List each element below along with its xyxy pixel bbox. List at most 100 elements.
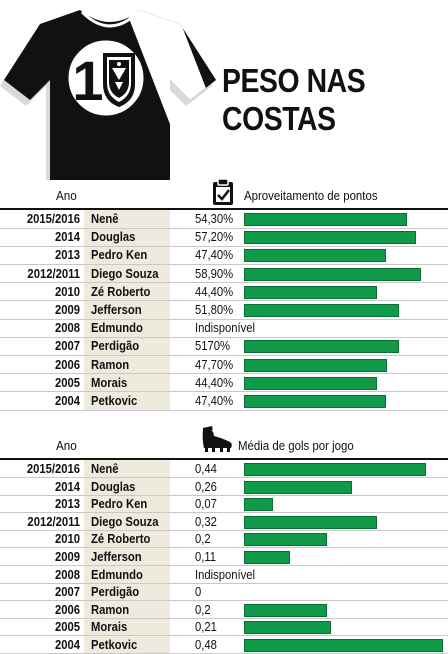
table-row: 2009 Jefferson 51,80% (0, 301, 448, 320)
year-column-header: Ano (56, 438, 77, 453)
player-name: Ramon (91, 602, 130, 617)
bar (244, 249, 387, 263)
player-name: Perdigão (91, 585, 140, 600)
year-label: 2006 (54, 357, 80, 372)
value-label: 44,40% (195, 375, 234, 390)
bar (244, 213, 407, 226)
value-label: 0,07 (195, 497, 217, 512)
row-separator (0, 600, 448, 602)
year-label: 2010 (54, 532, 80, 547)
row-separator (0, 245, 448, 247)
year-label: 2008 (54, 567, 80, 582)
value-label: 5170% (195, 339, 231, 354)
row-separator (0, 547, 448, 549)
table-row: 2009 Jefferson 0,11 (0, 548, 448, 567)
player-name: Douglas (91, 230, 136, 245)
year-label: 2007 (54, 339, 80, 354)
row-separator (0, 227, 448, 229)
row-separator (0, 300, 448, 302)
name-column-background (84, 210, 170, 410)
value-label: 54,30% (195, 212, 234, 226)
bar (244, 603, 327, 617)
bar (244, 376, 378, 390)
table-row: 2013 Pedro Ken 47,40% (0, 246, 448, 266)
row-separator (0, 512, 448, 514)
value-label: 0,11 (195, 550, 217, 564)
player-name: Nenê (91, 212, 119, 226)
player-name: Petkovic (91, 638, 138, 652)
player-name: Petkovic (91, 394, 138, 408)
bar (244, 304, 400, 317)
table-row: 2013 Pedro Ken 0,07 (0, 495, 448, 514)
player-name: Morais (91, 375, 128, 390)
player-name: Pedro Ken (91, 497, 148, 512)
headline: PESO NAS COSTAS (222, 62, 411, 138)
row-separator (0, 391, 448, 393)
table-row: 2015/2016 Nenê 54,30% (0, 210, 448, 229)
football-boot-icon (202, 426, 232, 452)
bar (244, 340, 400, 354)
value-label: Indisponível (195, 321, 256, 336)
player-name: Edmundo (91, 567, 143, 582)
jersey-graphic: 1 (0, 10, 216, 186)
table-row: 2012/2011 Diego Souza 0,32 (0, 513, 448, 531)
year-label: 2013 (54, 248, 80, 263)
row-separator (0, 373, 448, 375)
table-row: 2014 Douglas 0,26 (0, 478, 448, 496)
year-label: 2010 (54, 284, 80, 299)
value-label: 0,32 (195, 514, 217, 529)
bar (244, 231, 416, 245)
row-separator (0, 409, 448, 411)
player-name: Edmundo (91, 321, 143, 336)
value-label: 44,40% (195, 284, 234, 299)
row-separator (0, 477, 448, 479)
row-separator (0, 635, 448, 637)
bar (244, 498, 274, 512)
row-separator (0, 529, 448, 531)
value-label: 0,2 (195, 532, 211, 547)
table-row: 2010 Zé Roberto 44,40% (0, 283, 448, 302)
metric-header: Média de gols por jogo (238, 438, 354, 453)
value-label: 58,90% (195, 266, 234, 281)
bar (244, 621, 332, 635)
row-separator (0, 355, 448, 357)
table-row: 2008 Edmundo Indisponível (0, 319, 448, 338)
player-name: Ramon (91, 357, 130, 372)
table-row: 2004 Petkovic 47,40% (0, 392, 448, 411)
year-label: 2004 (54, 638, 80, 652)
row-separator (0, 617, 448, 619)
player-name: Diego Souza (91, 514, 159, 529)
table-row: 2012/2011 Diego Souza 58,90% (0, 265, 448, 284)
player-name: Nenê (91, 462, 119, 476)
row-separator (0, 282, 448, 284)
table-row: 2005 Morais 44,40% (0, 374, 448, 393)
value-label: 0 (195, 585, 202, 600)
value-label: Indisponível (195, 567, 256, 582)
value-label: 0,44 (195, 462, 217, 476)
section-aproveitamento: Ano Aproveitamento de pontos 2015/2016 Ne… (0, 178, 448, 411)
headline-line-1: PESO NAS (222, 62, 366, 99)
bar (244, 395, 387, 408)
bar (244, 463, 427, 476)
player-name: Zé Roberto (91, 532, 151, 547)
headline-line-2: COSTAS (222, 100, 336, 137)
bar (244, 515, 377, 529)
header-rule (0, 458, 448, 460)
jersey-number: 1 (72, 49, 103, 112)
table-row: 2014 Douglas 57,20% (0, 228, 448, 247)
bar (244, 639, 443, 652)
player-name: Zé Roberto (91, 284, 151, 299)
value-label: 51,80% (195, 303, 234, 317)
table-row: 2005 Morais 0,21 (0, 618, 448, 637)
player-name: Douglas (91, 479, 136, 494)
vasco-crest-icon (103, 53, 135, 108)
section-media-gols: Ano Média de gols por jogo 2015/2016 Nenê… (0, 426, 448, 654)
player-name: Diego Souza (91, 266, 159, 281)
bar (244, 358, 388, 372)
header: 1 PESO NAS COSTAS (0, 0, 448, 186)
value-label: 57,20% (195, 230, 234, 245)
player-name: Jefferson (91, 303, 142, 317)
row-separator (0, 494, 448, 496)
table-row: 2008 Edmundo Indisponível (0, 566, 448, 584)
bar (244, 551, 290, 564)
